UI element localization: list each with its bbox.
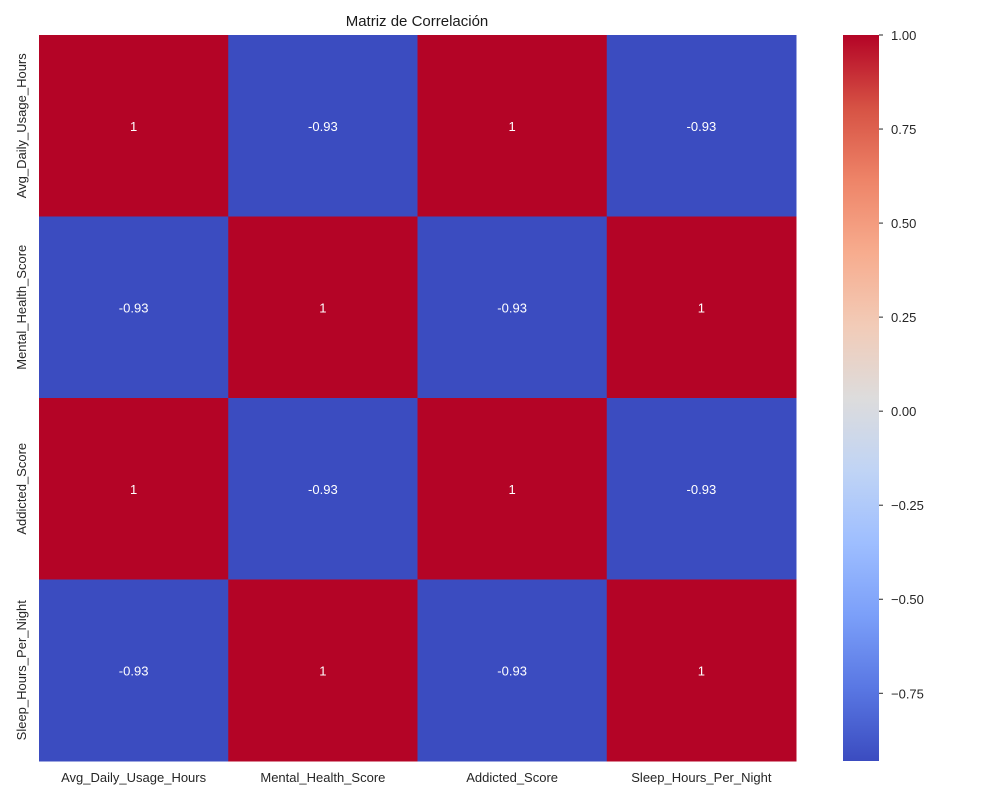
cell-annotation: 1 [319,300,326,315]
cell-annotation: 1 [509,482,516,497]
cell-annotation: -0.93 [308,119,338,134]
cell-annotation: 1 [130,482,137,497]
y-tick-label: Mental_Health_Score [14,245,29,370]
y-tick-label: Sleep_Hours_Per_Night [14,600,29,741]
cell-annotation: 1 [319,663,326,678]
cell-annotation: -0.93 [497,663,527,678]
heatmap-cell [417,216,608,399]
colorbar-tick-label: 0.25 [891,310,916,325]
heatmap-cell [228,35,418,217]
cell-annotation: -0.93 [497,300,527,315]
cell-annotation: -0.93 [687,119,717,134]
x-tick-label: Mental_Health_Score [260,770,385,785]
heatmap-cell [606,35,797,217]
heatmap-cell [417,579,608,762]
colorbar-tick-label: 0.75 [891,122,916,137]
heatmap-cell [606,216,797,399]
cell-annotation: 1 [698,300,705,315]
x-axis-tick-labels: Avg_Daily_Usage_Hours Mental_Health_Score… [61,770,772,785]
cell-annotation: -0.93 [308,482,338,497]
heatmap-cell [606,579,797,762]
heatmap-cell [228,579,418,762]
colorbar-tick-label: −0.75 [891,686,924,701]
colorbar [843,35,879,761]
heatmap-annotations: 1 -0.93 1 -0.93 -0.93 1 -0.93 1 1 -0.93 1 -0.93 -0.9… [119,119,716,679]
y-tick-label: Avg_Daily_Usage_Hours [14,53,29,199]
chart-title: Matriz de Correlación [346,13,489,30]
heatmap-cell [417,398,608,580]
heatmap-cell [228,216,418,399]
cell-annotation: 1 [509,119,516,134]
x-tick-label: Addicted_Score [466,770,558,785]
heatmap-cell [39,579,229,762]
heatmap-cell [417,35,608,217]
heatmap-cell [39,398,229,580]
x-tick-label: Avg_Daily_Usage_Hours [61,770,207,785]
heatmap-cell [39,216,229,399]
y-axis-tick-labels: Avg_Daily_Usage_Hours Mental_Health_Score… [14,53,29,741]
heatmap-cells [39,35,797,762]
colorbar-tick-label: 0.50 [891,216,916,231]
cell-annotation: -0.93 [119,300,149,315]
cell-annotation: 1 [130,119,137,134]
cell-annotation: -0.93 [119,663,149,678]
colorbar-ticks: 1.00 0.75 0.50 0.25 0.00 −0.25 −0.50 −0.75 [879,28,924,701]
colorbar-tick-label: 1.00 [891,28,916,43]
y-tick-label: Addicted_Score [14,443,29,535]
cell-annotation: -0.93 [687,482,717,497]
heatmap-cell [39,35,229,217]
heatmap-cell [606,398,797,580]
heatmap-cell [228,398,418,580]
cell-annotation: 1 [698,663,705,678]
colorbar-tick-label: −0.50 [891,592,924,607]
x-tick-label: Sleep_Hours_Per_Night [631,770,772,785]
colorbar-tick-label: −0.25 [891,498,924,513]
colorbar-tick-label: 0.00 [891,404,916,419]
